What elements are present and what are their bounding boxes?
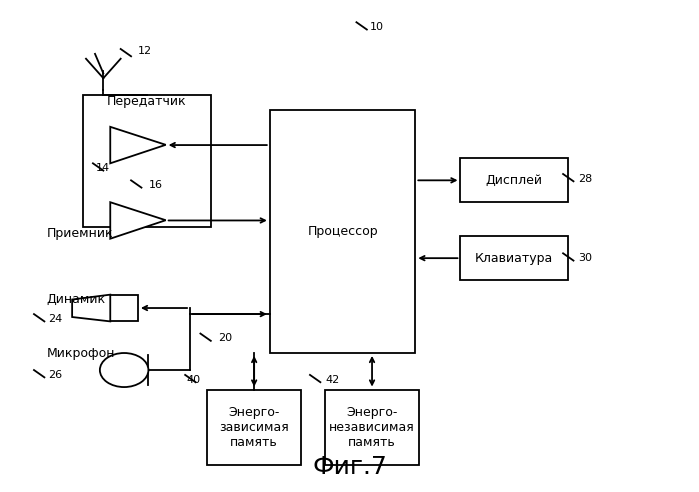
Circle shape bbox=[100, 353, 148, 387]
Text: Микрофон: Микрофон bbox=[46, 346, 115, 360]
Text: Энерго-
зависимая
память: Энерго- зависимая память bbox=[219, 406, 289, 449]
Bar bbox=[461, 236, 568, 280]
Polygon shape bbox=[110, 202, 166, 239]
Polygon shape bbox=[110, 127, 166, 163]
Text: 26: 26 bbox=[48, 370, 62, 380]
Text: Фиг.7: Фиг.7 bbox=[312, 456, 387, 480]
Text: Энерго-
независимая
память: Энерго- независимая память bbox=[329, 406, 415, 449]
Polygon shape bbox=[72, 295, 110, 321]
Bar bbox=[325, 390, 419, 465]
Text: Клавиатура: Клавиатура bbox=[475, 252, 553, 265]
Text: 10: 10 bbox=[370, 22, 384, 32]
Text: 42: 42 bbox=[325, 375, 340, 385]
Bar bbox=[270, 110, 415, 353]
Text: 28: 28 bbox=[578, 174, 593, 184]
Bar bbox=[82, 95, 211, 226]
Bar bbox=[208, 390, 301, 465]
Text: Процессор: Процессор bbox=[308, 225, 378, 238]
Bar bbox=[110, 295, 138, 321]
Text: 40: 40 bbox=[187, 375, 201, 385]
Text: 14: 14 bbox=[96, 163, 110, 173]
Text: Дисплей: Дисплей bbox=[485, 174, 542, 187]
Text: Приемник: Приемник bbox=[46, 227, 113, 240]
Text: 12: 12 bbox=[138, 46, 152, 57]
Text: 30: 30 bbox=[578, 253, 592, 263]
Bar bbox=[461, 158, 568, 202]
Text: 16: 16 bbox=[148, 180, 162, 190]
Text: 20: 20 bbox=[218, 334, 232, 343]
Text: Передатчик: Передатчик bbox=[106, 94, 186, 108]
Text: 24: 24 bbox=[48, 314, 62, 324]
Text: Динамик: Динамик bbox=[46, 293, 106, 306]
